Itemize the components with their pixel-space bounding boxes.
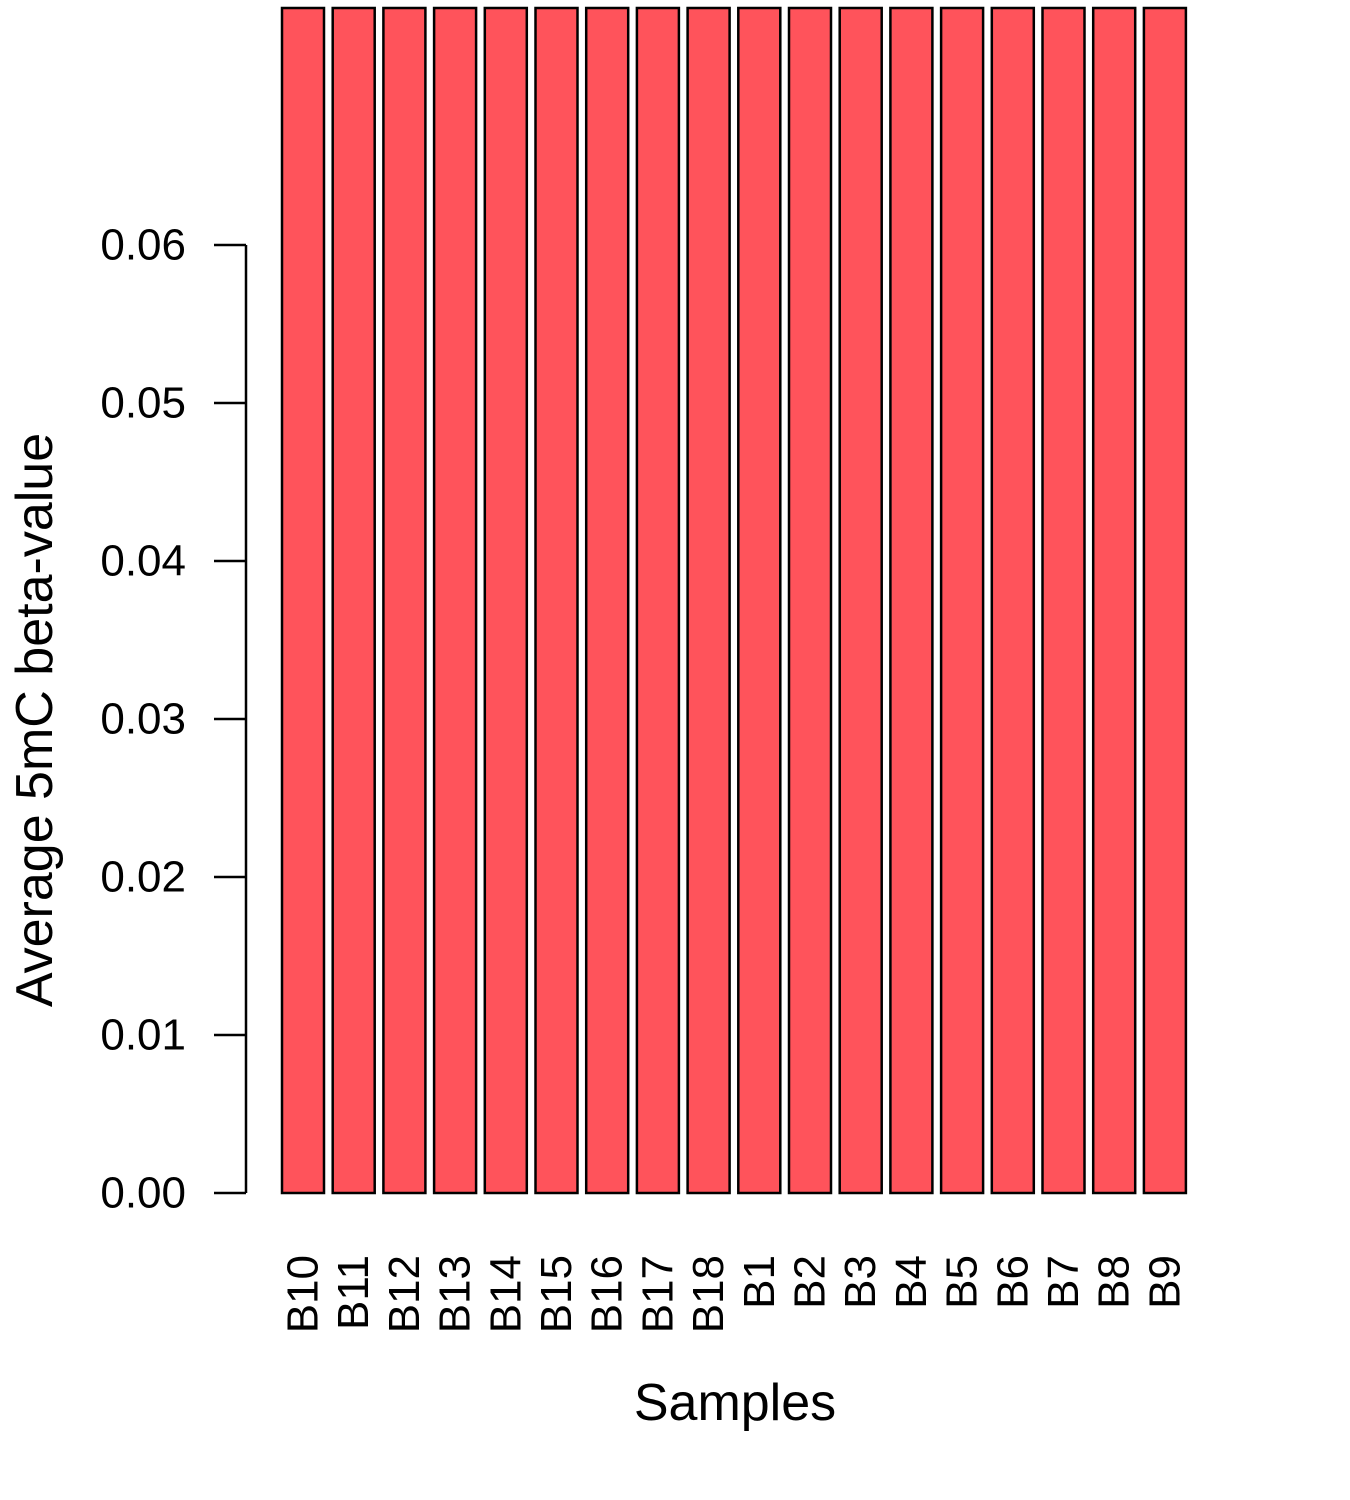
- y-tick-label: 0.00: [100, 1169, 186, 1218]
- x-tick-label-B13: B13: [431, 1255, 480, 1333]
- x-tick-label-B9: B9: [1140, 1255, 1189, 1309]
- bar-B5: [939, 6, 985, 1195]
- x-tick-label-B18: B18: [684, 1255, 733, 1333]
- y-tick-label: 0.01: [100, 1011, 186, 1060]
- x-axis-title: Samples: [634, 1374, 836, 1432]
- y-axis: 0.00 0.01 0.02 0.03 0.04 0.05 0.06: [100, 221, 248, 1218]
- y-tick-label: 0.05: [100, 379, 186, 428]
- bar-B1: [737, 6, 782, 1195]
- x-tick-label-B15: B15: [532, 1255, 581, 1333]
- y-axis-title: Average 5mC beta-value: [6, 433, 64, 1007]
- bar-B4: [889, 6, 934, 1195]
- bar-B13: [432, 6, 478, 1195]
- x-tick-label-B17: B17: [633, 1255, 682, 1333]
- x-tick-label-B2: B2: [786, 1255, 835, 1309]
- bar-B9: [1142, 6, 1188, 1195]
- bar-B3: [838, 6, 883, 1195]
- bar-B16: [584, 6, 630, 1195]
- x-tick-label-B5: B5: [938, 1255, 987, 1309]
- bar-B2: [787, 6, 833, 1195]
- x-tick-label-B14: B14: [481, 1255, 530, 1333]
- x-tick-label-B1: B1: [735, 1255, 784, 1309]
- y-tick-label: 0.04: [100, 537, 186, 586]
- bar-B18: [686, 6, 731, 1195]
- plot-area: [280, 6, 1188, 1195]
- bar-B10: [280, 6, 326, 1195]
- bar-B7: [1041, 6, 1086, 1195]
- y-tick-label: 0.06: [100, 221, 186, 270]
- bar-B8: [1091, 6, 1137, 1195]
- x-tick-label-B11: B11: [329, 1255, 378, 1330]
- x-axis-labels: B10 B11 B12 B13 B14 B15 B16 B17 B18 B1 B2 B3 B4 B5 B6 B…: [279, 1255, 1190, 1333]
- bar-B17: [635, 6, 681, 1195]
- y-tick-label: 0.02: [100, 853, 186, 902]
- x-tick-label-B4: B4: [887, 1255, 936, 1309]
- y-tick-label: 0.03: [100, 695, 186, 744]
- x-tick-label-B12: B12: [380, 1255, 429, 1333]
- bar-B14: [483, 6, 529, 1195]
- bar-B6: [990, 6, 1036, 1195]
- x-tick-label-B3: B3: [836, 1255, 885, 1309]
- bar-B15: [534, 6, 579, 1195]
- x-tick-label-B7: B7: [1039, 1255, 1088, 1309]
- x-tick-label-B8: B8: [1090, 1255, 1139, 1309]
- bar-B12: [382, 6, 427, 1195]
- x-tick-label-B10: B10: [279, 1255, 328, 1333]
- x-tick-label-B6: B6: [988, 1255, 1037, 1309]
- x-tick-label-B16: B16: [583, 1255, 632, 1333]
- bar-B11: [331, 6, 376, 1195]
